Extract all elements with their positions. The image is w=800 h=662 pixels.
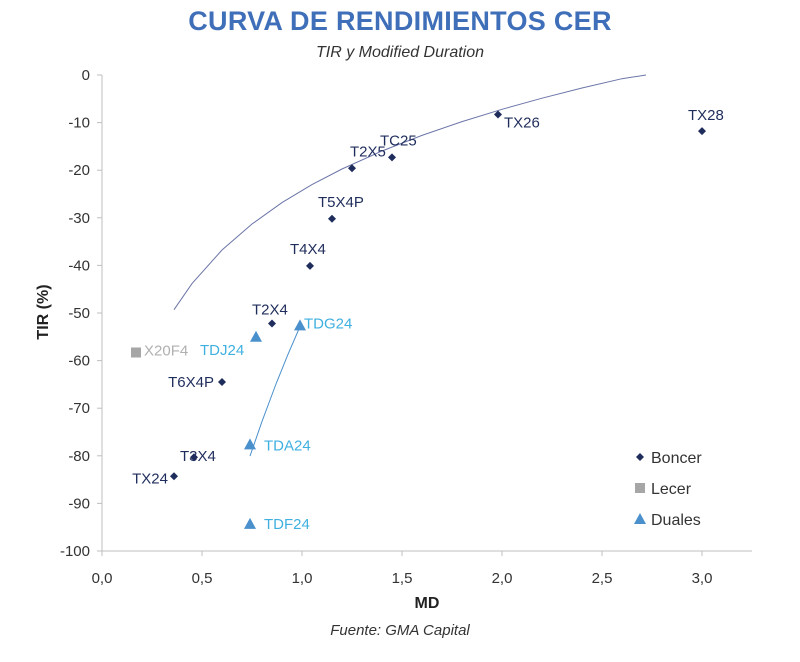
marker-tx24 — [170, 472, 178, 481]
x-tick-label: 1,5 — [392, 570, 413, 587]
y-tick-label: -50 — [68, 305, 90, 322]
point-label-t5x4p: T5X4P — [318, 194, 364, 211]
point-label-tx28: TX28 — [688, 107, 724, 124]
marker-t4x4 — [306, 261, 314, 270]
y-axis-title: TIR (%) — [35, 284, 52, 339]
x-tick-label: 0,0 — [92, 570, 113, 587]
legend-label-boncer: Boncer — [651, 450, 702, 467]
marker-tda24 — [244, 438, 256, 450]
y-tick-label: -20 — [68, 162, 90, 179]
point-label-t3x4: T3X4 — [180, 448, 216, 465]
data-points — [131, 110, 706, 529]
y-tick-label: -10 — [68, 115, 90, 132]
marker-tx28 — [698, 127, 706, 136]
marker-x20f4 — [131, 347, 141, 358]
point-label-tx24: TX24 — [132, 470, 168, 487]
y-tick-label: -100 — [60, 543, 90, 560]
legend-label-lecer: Lecer — [651, 481, 692, 498]
legend-marker-lecer — [635, 483, 645, 493]
point-label-x20f4: X20F4 — [144, 343, 188, 360]
marker-tx26 — [494, 110, 502, 119]
point-label-t4x4: T4X4 — [290, 241, 326, 258]
boncer-trendline — [173, 74, 647, 310]
marker-t2x5 — [348, 164, 356, 173]
marker-t3x4 — [190, 453, 198, 462]
marker-tdg24 — [294, 319, 306, 331]
point-label-t6x4p: T6X4P — [168, 374, 214, 391]
x-tick-label: 2,5 — [592, 570, 613, 587]
x-tick-label: 3,0 — [692, 570, 713, 587]
point-label-t2x5: T2X5 — [350, 143, 386, 160]
chart-title: CURVA DE RENDIMIENTOS CER — [188, 6, 612, 36]
y-tick-label: -90 — [68, 495, 90, 512]
x-tick-label: 1,0 — [292, 570, 313, 587]
point-label-t2x4: T2X4 — [252, 301, 288, 318]
point-label-tdg24: TDG24 — [304, 315, 352, 332]
marker-t2x4 — [268, 319, 276, 328]
y-tick-label: 0 — [82, 67, 90, 84]
chart-subtitle: TIR y Modified Duration — [315, 44, 485, 61]
marker-t6x4p — [218, 378, 226, 387]
y-tick-label: -80 — [68, 448, 90, 465]
legend-marker-duales — [634, 513, 646, 524]
marker-t5x4p — [328, 214, 336, 223]
point-label-tdj24: TDJ24 — [200, 342, 244, 359]
y-tick-label: -70 — [68, 400, 90, 417]
x-tick-label: 0,5 — [192, 570, 213, 587]
duales-trendline — [249, 326, 301, 457]
y-tick-label: -40 — [68, 257, 90, 274]
x-tick-label: 2,0 — [492, 570, 513, 587]
legend: Boncer Lecer Duales — [634, 450, 702, 529]
marker-tdj24 — [250, 330, 262, 342]
y-tick-label: -30 — [68, 210, 90, 227]
y-tick-label: -60 — [68, 353, 90, 370]
legend-label-duales: Duales — [651, 512, 701, 529]
marker-tc25 — [388, 153, 396, 162]
trendlines — [173, 74, 647, 457]
legend-marker-boncer — [636, 453, 644, 461]
point-label-tx26: TX26 — [504, 115, 540, 132]
point-label-tc25: TC25 — [380, 132, 417, 149]
point-label-tdf24: TDF24 — [264, 516, 310, 533]
chart-source: Fuente: GMA Capital — [330, 622, 470, 639]
x-axis-title: MD — [415, 595, 440, 612]
point-label-tda24: TDA24 — [264, 437, 311, 454]
marker-tdf24 — [244, 517, 256, 529]
